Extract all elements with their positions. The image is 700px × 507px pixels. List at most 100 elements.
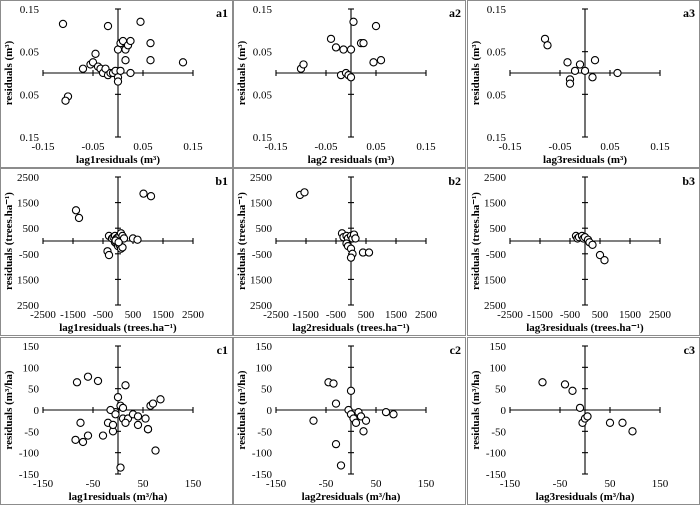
data-point bbox=[376, 56, 386, 65]
y-tick-label: 50 bbox=[495, 384, 507, 396]
scatter-plot-c3: -150 -50 50 150 150 100 50 0 -50 -100 -150 lag3resi… bbox=[470, 341, 695, 503]
x-tick-label: 0.15 bbox=[183, 141, 203, 153]
x-axis-title: lag1residuals (m³/ha) bbox=[69, 491, 168, 503]
scatter-panel-a2: -0.15 -0.05 0.05 0.15 0.15 0.05 0.05 0.15 lag2 r… bbox=[233, 0, 466, 168]
x-tick-label: -150 bbox=[266, 478, 287, 490]
panel-label: a1 bbox=[216, 6, 228, 20]
x-tick-label: 1500 bbox=[385, 309, 408, 321]
data-point bbox=[121, 418, 130, 427]
data-point bbox=[359, 38, 368, 48]
data-point bbox=[91, 49, 100, 58]
x-tick-label: -2500 bbox=[30, 309, 56, 321]
data-point bbox=[146, 56, 155, 65]
data-point bbox=[588, 73, 597, 82]
data-point bbox=[331, 399, 341, 408]
y-tick-label: 100 bbox=[23, 362, 40, 374]
x-axis-title: lag2residuals (m³/ha) bbox=[302, 491, 401, 503]
data-point bbox=[346, 73, 356, 82]
data-point bbox=[71, 435, 80, 445]
data-point bbox=[588, 240, 597, 249]
x-tick-label: -0.15 bbox=[32, 141, 55, 153]
data-point bbox=[76, 418, 85, 427]
data-point bbox=[560, 380, 570, 389]
data-point bbox=[58, 19, 68, 29]
x-axis-title: lag2 residuals (m³) bbox=[308, 154, 395, 166]
y-tick-label: -50 bbox=[24, 426, 39, 438]
y-tick-label: -500 bbox=[19, 249, 40, 261]
data-point bbox=[568, 386, 577, 395]
x-tick-label: 1500 bbox=[152, 309, 175, 321]
scatter-panel-c2: -150 -50 50 150 150 100 50 0 -50 -100 -150 lag2resi… bbox=[233, 337, 466, 505]
data-point bbox=[628, 427, 637, 436]
x-tick-label: -500 bbox=[326, 309, 347, 321]
data-point bbox=[72, 378, 82, 387]
scatter-panel-a3: -0.15 -0.05 0.05 0.15 0.15 0.05 0.05 0.15 lag3re… bbox=[467, 0, 700, 168]
data-point bbox=[300, 188, 309, 197]
y-tick-label: 0 bbox=[34, 405, 40, 417]
y-tick-label: 2500 bbox=[17, 172, 40, 184]
data-point bbox=[133, 420, 143, 430]
y-tick-label: 0.15 bbox=[253, 4, 273, 16]
y-tick-label: 0.05 bbox=[253, 89, 273, 101]
y-tick-label: 100 bbox=[256, 362, 273, 374]
panel-label: b2 bbox=[448, 174, 461, 188]
y-tick-label: 0.05 bbox=[20, 47, 40, 59]
data-point bbox=[148, 399, 158, 408]
y-tick-label: 150 bbox=[256, 341, 273, 353]
y-axis-title: residuals (m³) bbox=[236, 40, 248, 105]
panel-label: c2 bbox=[450, 343, 461, 357]
data-point bbox=[133, 235, 142, 244]
y-tick-label: 2500 bbox=[250, 172, 273, 184]
data-point bbox=[103, 21, 113, 31]
data-point bbox=[590, 56, 600, 65]
data-point bbox=[364, 248, 374, 257]
y-tick-label: 0.15 bbox=[20, 4, 40, 16]
data-point bbox=[575, 60, 585, 69]
data-point bbox=[108, 420, 118, 430]
data-point bbox=[126, 36, 135, 46]
data-point bbox=[143, 425, 153, 434]
data-point bbox=[329, 379, 338, 388]
data-point bbox=[369, 58, 378, 67]
data-point bbox=[618, 418, 627, 427]
data-point bbox=[136, 17, 145, 26]
data-point bbox=[126, 68, 135, 78]
y-axis-title: residuals (trees.ha⁻¹) bbox=[236, 192, 248, 290]
panel-label: c3 bbox=[684, 343, 695, 357]
data-point bbox=[346, 45, 356, 54]
y-tick-label: 0.05 bbox=[20, 89, 40, 101]
y-tick-label: 1500 bbox=[17, 274, 40, 286]
data-point bbox=[613, 68, 622, 78]
data-point bbox=[351, 234, 360, 243]
data-point bbox=[299, 60, 308, 69]
x-tick-label: 0.15 bbox=[416, 141, 436, 153]
data-point bbox=[116, 463, 125, 472]
x-tick-label: -0.15 bbox=[499, 141, 522, 153]
x-axis-title: lag1residuals (trees.ha⁻¹) bbox=[59, 322, 177, 334]
y-tick-label: 50 bbox=[261, 384, 273, 396]
x-tick-label: -1500 bbox=[527, 309, 553, 321]
x-tick-label: 0.15 bbox=[650, 141, 670, 153]
data-point bbox=[346, 386, 356, 395]
y-tick-label: -500 bbox=[486, 249, 507, 261]
x-tick-label: -2500 bbox=[497, 309, 523, 321]
y-tick-label: 2500 bbox=[484, 300, 507, 312]
panel-label: b3 bbox=[682, 174, 695, 188]
data-point bbox=[146, 192, 156, 201]
x-tick-label: -50 bbox=[86, 478, 101, 490]
data-point bbox=[93, 376, 103, 386]
panel-label: c1 bbox=[217, 343, 228, 357]
y-tick-label: 0.15 bbox=[487, 4, 507, 16]
y-tick-label: 50 bbox=[28, 384, 40, 396]
data-point bbox=[114, 238, 123, 247]
data-point bbox=[178, 58, 188, 67]
x-tick-label: 2500 bbox=[415, 309, 438, 321]
data-point bbox=[141, 414, 150, 423]
x-tick-label: -500 bbox=[560, 309, 581, 321]
data-point bbox=[309, 416, 318, 425]
data-point bbox=[111, 410, 120, 419]
data-point bbox=[61, 96, 70, 105]
y-tick-label: -100 bbox=[252, 448, 273, 460]
x-tick-label: -150 bbox=[33, 478, 54, 490]
